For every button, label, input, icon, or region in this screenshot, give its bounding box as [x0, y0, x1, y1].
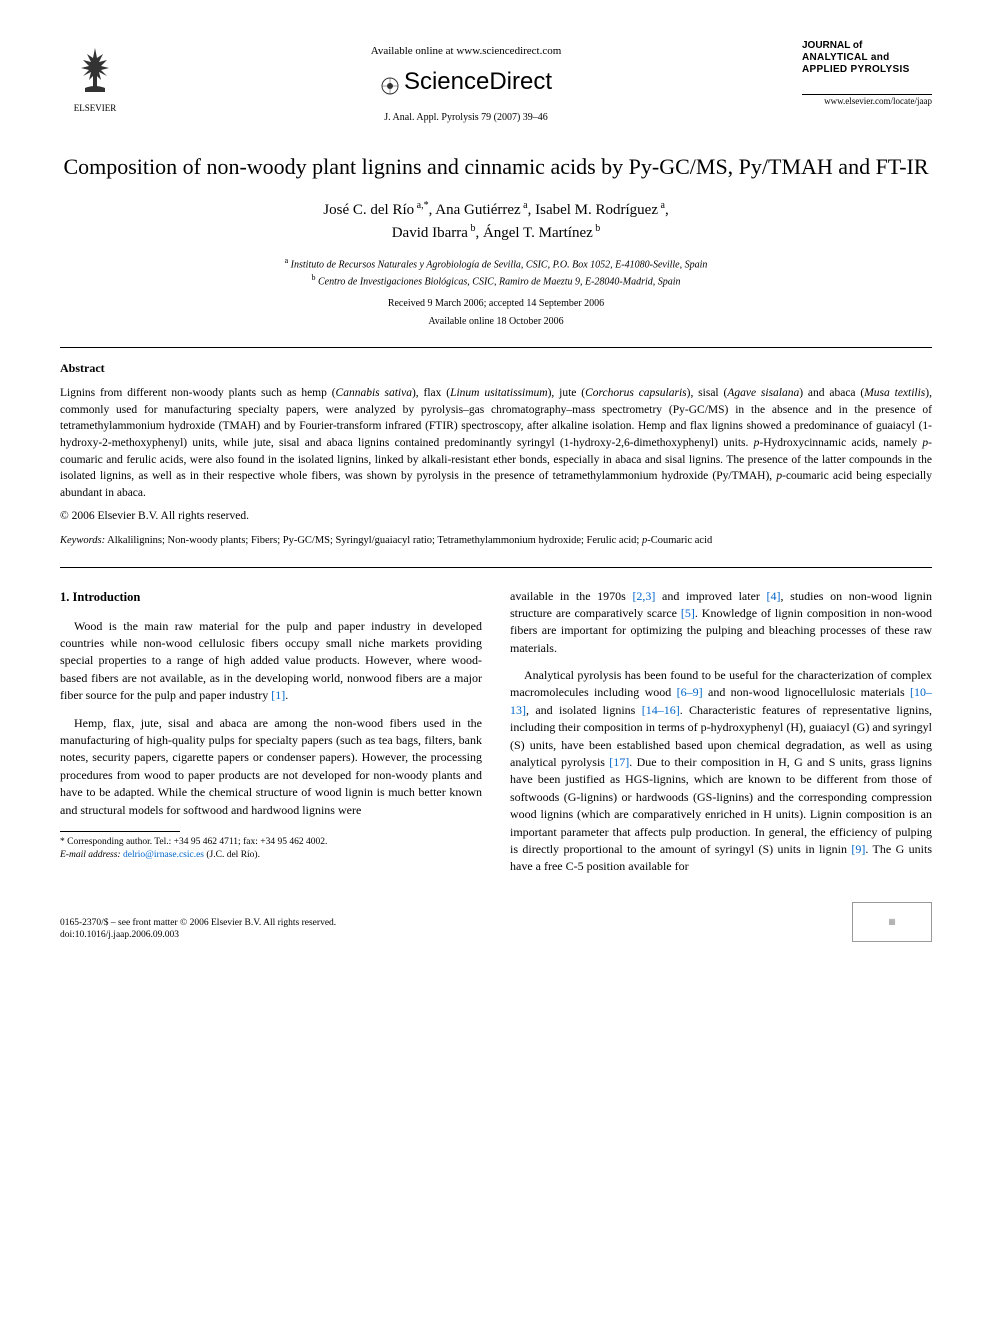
page-footer: 0165-2370/$ – see front matter © 2006 El…: [60, 902, 932, 942]
author-2: Ana Gutiérrez: [435, 202, 520, 218]
issn-copyright-line: 0165-2370/$ – see front matter © 2006 El…: [60, 917, 336, 929]
author-5-affil: b: [593, 223, 601, 234]
sciencedirect-text: ScienceDirect: [404, 65, 552, 99]
journal-reference: J. Anal. Appl. Pyrolysis 79 (2007) 39–46: [130, 111, 802, 125]
intro-p1-tail: .: [285, 688, 288, 702]
abstract-heading: Abstract: [60, 360, 932, 377]
ref-link-1[interactable]: [1]: [271, 688, 285, 702]
corr-email-who: (J.C. del Río).: [206, 850, 260, 860]
affiliation-a-text: Instituto de Recursos Naturales y Agrobi…: [291, 259, 708, 270]
section-1-heading: 1. Introduction: [60, 588, 482, 606]
footnote-rule: [60, 831, 180, 832]
journal-branding: JOURNAL of ANALYTICAL and APPLIED PYROLY…: [802, 40, 932, 108]
center-header: Available online at www.sciencedirect.co…: [130, 40, 802, 125]
column-right: available in the 1970s [2,3] and improve…: [510, 588, 932, 886]
sciencedirect-logo: ScienceDirect: [130, 65, 802, 99]
affiliations: a Instituto de Recursos Naturales y Agro…: [60, 255, 932, 290]
author-1: José C. del Río: [323, 202, 414, 218]
intro-para-4: Analytical pyrolysis has been found to b…: [510, 667, 932, 876]
corresponding-star-icon: *: [424, 200, 429, 211]
ref-link-14-16[interactable]: [14–16]: [642, 703, 680, 717]
elsevier-label: ELSEVIER: [60, 102, 130, 115]
keywords-label: Keywords:: [60, 535, 105, 546]
affiliation-b-text: Centro de Investigaciones Biológicas, CS…: [318, 276, 681, 287]
divider-bottom: [60, 567, 932, 568]
ref-link-17[interactable]: [17]: [609, 755, 629, 769]
author-1-affil: a,: [414, 200, 423, 211]
journal-box-line1: JOURNAL of: [802, 40, 932, 52]
author-4-affil: b: [468, 223, 476, 234]
author-2-affil: a: [521, 200, 528, 211]
column-left: 1. Introduction Wood is the main raw mat…: [60, 588, 482, 886]
journal-title-box: JOURNAL of ANALYTICAL and APPLIED PYROLY…: [802, 40, 932, 95]
ref-link-4[interactable]: [4]: [767, 589, 781, 603]
article-title: Composition of non-woody plant lignins a…: [60, 153, 932, 182]
doi-line: doi:10.1016/j.jaap.2006.09.003: [60, 929, 336, 941]
ref-link-5[interactable]: [5]: [681, 606, 695, 620]
corr-email-line: E-mail address: delrio@irnase.csic.es (J…: [60, 849, 482, 862]
authors-list: José C. del Río a,*, Ana Gutiérrez a, Is…: [60, 198, 932, 245]
journal-box-line3: APPLIED PYROLYSIS: [802, 64, 932, 76]
intro-para-1: Wood is the main raw material for the pu…: [60, 618, 482, 705]
journal-url: www.elsevier.com/locate/jaap: [802, 94, 932, 108]
footer-left: 0165-2370/$ – see front matter © 2006 El…: [60, 917, 336, 942]
author-3: Isabel M. Rodríguez: [535, 202, 658, 218]
intro-para-3: available in the 1970s [2,3] and improve…: [510, 588, 932, 658]
thumbnail-placeholder-icon: ▦: [852, 902, 932, 942]
available-online-date: Available online 18 October 2006: [60, 315, 932, 329]
p4e: . Due to their composition in H, G and S…: [510, 755, 932, 856]
sciencedirect-icon: [380, 72, 400, 92]
journal-box-line2: ANALYTICAL and: [802, 52, 932, 64]
intro-para-2: Hemp, flax, jute, sisal and abaca are am…: [60, 715, 482, 819]
email-label: E-mail address:: [60, 850, 121, 860]
corresponding-footnote: * Corresponding author. Tel.: +34 95 462…: [60, 836, 482, 862]
body-columns: 1. Introduction Wood is the main raw mat…: [60, 588, 932, 886]
page-header: ELSEVIER Available online at www.science…: [60, 40, 932, 125]
elsevier-logo: ELSEVIER: [60, 40, 130, 115]
ref-link-9[interactable]: [9]: [851, 842, 865, 856]
author-4: David Ibarra: [392, 225, 468, 241]
affiliation-a: a Instituto de Recursos Naturales y Agro…: [60, 255, 932, 272]
p3b: and improved later: [655, 589, 766, 603]
keywords: Keywords: Alkalilignins; Non-woody plant…: [60, 534, 932, 549]
abstract-copyright: © 2006 Elsevier B.V. All rights reserved…: [60, 508, 932, 524]
p3a: available in the 1970s: [510, 589, 632, 603]
corr-author-line: * Corresponding author. Tel.: +34 95 462…: [60, 836, 482, 849]
available-online-text: Available online at www.sciencedirect.co…: [130, 44, 802, 59]
p4c: , and isolated lignins: [526, 703, 642, 717]
abstract-body: Lignins from different non-woody plants …: [60, 385, 932, 502]
divider-top: [60, 347, 932, 348]
affiliation-b: b Centro de Investigaciones Biológicas, …: [60, 272, 932, 289]
doi-text: doi:10.1016/j.jaap.2006.09.003: [60, 930, 179, 940]
ref-link-2-3[interactable]: [2,3]: [632, 589, 655, 603]
author-3-affil: a: [658, 200, 665, 211]
author-5: Ángel T. Martínez: [483, 225, 593, 241]
elsevier-tree-icon: [65, 40, 125, 100]
keywords-text: Alkalilignins; Non-woody plants; Fibers;…: [107, 535, 712, 546]
p4b: and non-wood lignocellulosic materials: [703, 685, 910, 699]
ref-link-6-9[interactable]: [6–9]: [677, 685, 703, 699]
received-accepted-date: Received 9 March 2006; accepted 14 Septe…: [60, 297, 932, 311]
corr-email-link[interactable]: delrio@irnase.csic.es: [123, 850, 204, 860]
